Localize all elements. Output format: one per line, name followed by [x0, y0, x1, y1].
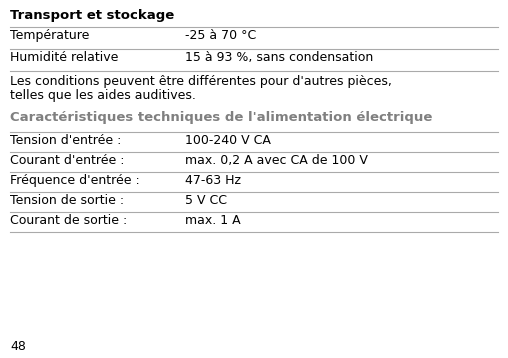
Text: 48: 48: [10, 340, 26, 353]
Text: Caractéristiques techniques de l'alimentation électrique: Caractéristiques techniques de l'aliment…: [10, 111, 432, 124]
Text: Humidité relative: Humidité relative: [10, 51, 118, 64]
Text: 5 V CC: 5 V CC: [185, 194, 227, 207]
Text: Température: Température: [10, 29, 89, 42]
Text: Tension d'entrée :: Tension d'entrée :: [10, 134, 121, 147]
Text: Tension de sortie :: Tension de sortie :: [10, 194, 124, 207]
Text: max. 1 A: max. 1 A: [185, 214, 241, 227]
Text: telles que les aides auditives.: telles que les aides auditives.: [10, 89, 196, 102]
Text: Fréquence d'entrée :: Fréquence d'entrée :: [10, 174, 140, 187]
Text: Les conditions peuvent être différentes pour d'autres pièces,: Les conditions peuvent être différentes …: [10, 75, 392, 88]
Text: Transport et stockage: Transport et stockage: [10, 9, 174, 22]
Text: 15 à 93 %, sans condensation: 15 à 93 %, sans condensation: [185, 51, 373, 64]
Text: -25 à 70 °C: -25 à 70 °C: [185, 29, 256, 42]
Text: 100-240 V CA: 100-240 V CA: [185, 134, 271, 147]
Text: Courant de sortie :: Courant de sortie :: [10, 214, 127, 227]
Text: max. 0,2 A avec CA de 100 V: max. 0,2 A avec CA de 100 V: [185, 154, 368, 167]
Text: 47-63 Hz: 47-63 Hz: [185, 174, 241, 187]
Text: Courant d'entrée :: Courant d'entrée :: [10, 154, 124, 167]
